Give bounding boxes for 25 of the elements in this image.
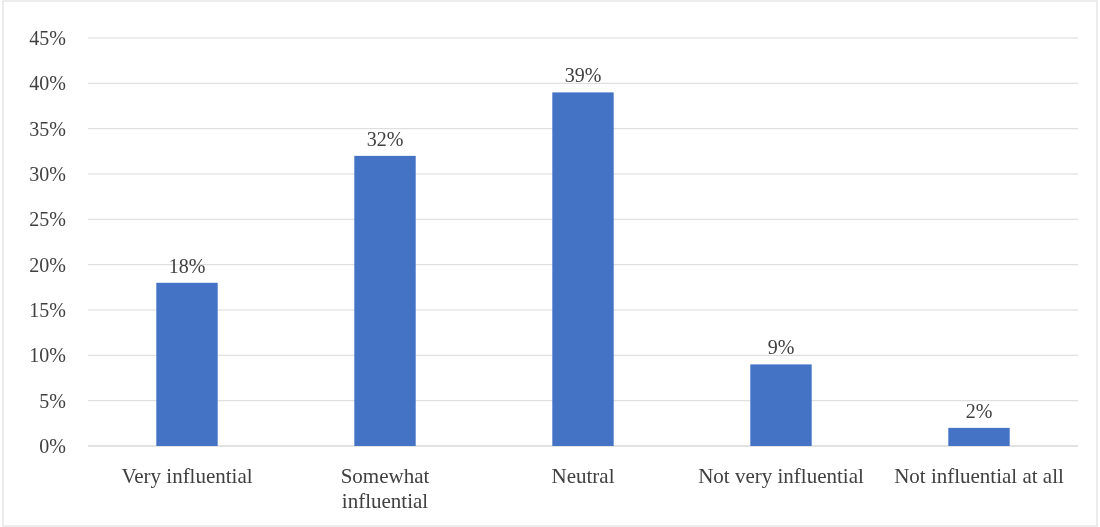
y-tick-label: 30% [29, 163, 66, 185]
x-tick-label: Very influential [121, 464, 253, 488]
bar [354, 155, 416, 446]
x-tick-label: Neutral [551, 464, 615, 488]
bar [948, 427, 1010, 446]
bar [156, 282, 218, 446]
y-tick-label: 40% [29, 72, 66, 95]
x-tick-label: Not very influential [698, 464, 864, 488]
data-label: 9% [767, 336, 795, 359]
y-tick-label: 20% [29, 253, 66, 276]
y-tick-label: 5% [39, 389, 66, 412]
y-tick-label: 35% [29, 117, 66, 140]
y-tick-label: 10% [29, 344, 66, 367]
y-tick-label: 15% [29, 299, 66, 321]
data-label: 32% [366, 127, 404, 150]
data-label: 39% [564, 64, 602, 87]
x-tick-label: Somewhat influential [340, 464, 430, 513]
data-label: 2% [965, 399, 993, 422]
y-tick-label: 0% [39, 435, 66, 457]
bar [750, 364, 812, 446]
data-label: 18% [168, 254, 206, 277]
bar [552, 92, 614, 446]
y-tick-label: 25% [29, 208, 66, 231]
y-tick-label: 45% [29, 27, 66, 49]
x-tick-label: Not influential at all [894, 464, 1065, 488]
